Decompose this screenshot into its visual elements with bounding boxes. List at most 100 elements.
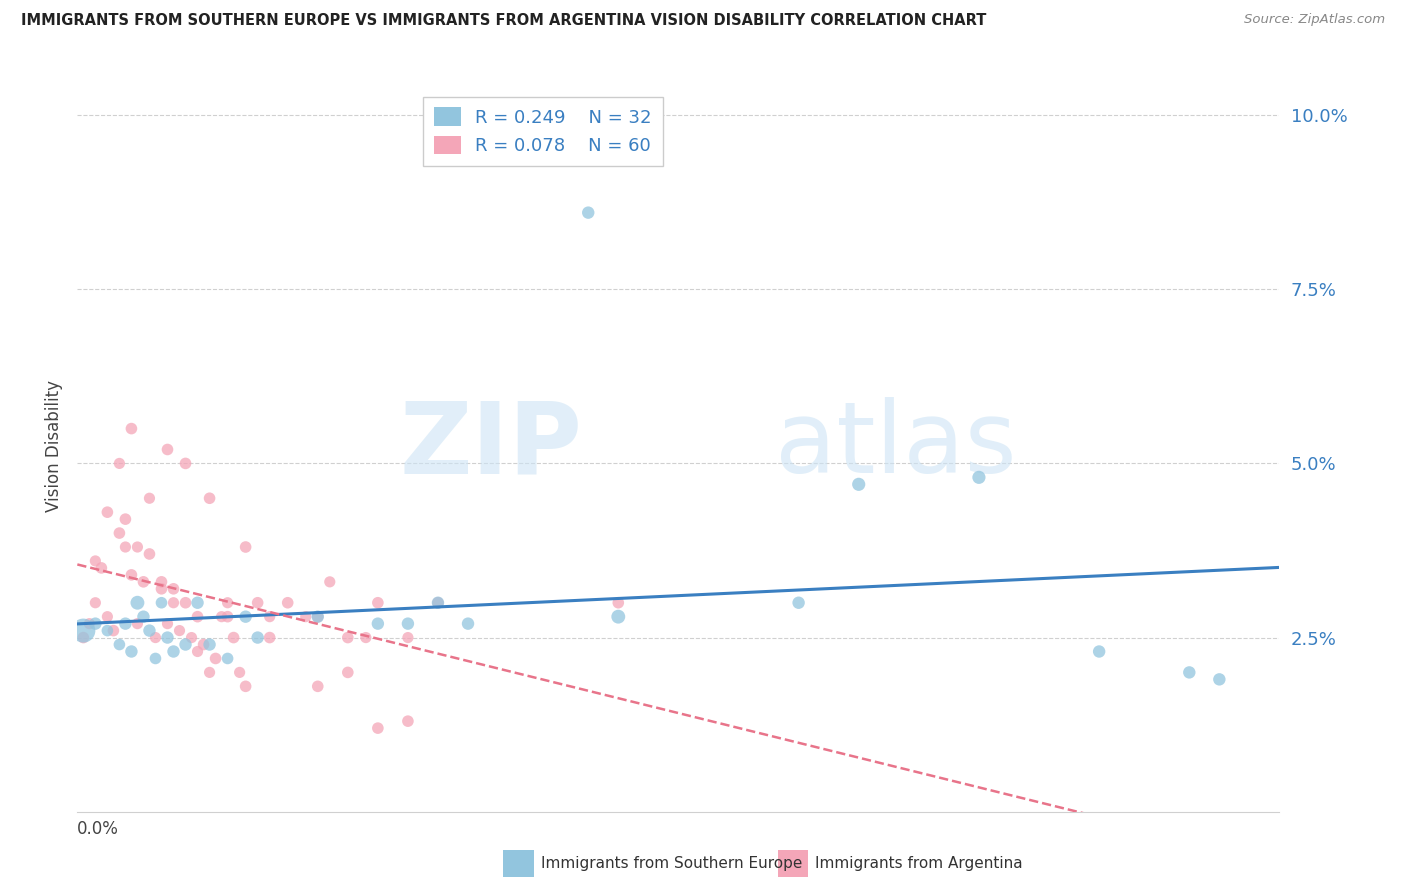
Point xyxy=(108,638,131,652)
Point xyxy=(427,596,450,610)
Point xyxy=(367,616,389,631)
Point xyxy=(396,714,419,728)
Point xyxy=(204,651,226,665)
Point xyxy=(96,505,118,519)
Point xyxy=(787,596,810,610)
Point xyxy=(138,491,160,506)
Point xyxy=(198,638,221,652)
Point xyxy=(259,609,281,624)
Point xyxy=(198,491,221,506)
Point xyxy=(103,624,125,638)
Point xyxy=(120,644,142,658)
Point xyxy=(156,631,179,645)
Point xyxy=(607,609,630,624)
Point xyxy=(246,596,269,610)
Point xyxy=(367,596,389,610)
Point xyxy=(217,596,239,610)
Text: Immigrants from Argentina: Immigrants from Argentina xyxy=(815,856,1024,871)
Point xyxy=(1088,644,1111,658)
Point xyxy=(120,567,142,582)
Legend: R = 0.249    N = 32, R = 0.078    N = 60: R = 0.249 N = 32, R = 0.078 N = 60 xyxy=(423,96,662,166)
Point xyxy=(967,470,990,484)
Point xyxy=(150,574,173,589)
Point xyxy=(211,609,233,624)
Point xyxy=(108,526,131,541)
Point xyxy=(114,540,136,554)
Point xyxy=(132,574,155,589)
Text: Immigrants from Southern Europe: Immigrants from Southern Europe xyxy=(541,856,803,871)
Point xyxy=(96,609,118,624)
Text: atlas: atlas xyxy=(775,398,1017,494)
Text: Source: ZipAtlas.com: Source: ZipAtlas.com xyxy=(1244,13,1385,27)
Point xyxy=(367,721,389,735)
Point xyxy=(217,651,239,665)
Point xyxy=(354,631,377,645)
Point xyxy=(79,616,101,631)
Point xyxy=(277,596,299,610)
Point xyxy=(294,609,316,624)
Point xyxy=(156,616,179,631)
Point xyxy=(132,609,155,624)
Point xyxy=(174,638,197,652)
Point xyxy=(222,631,245,645)
Point xyxy=(457,616,479,631)
Point xyxy=(336,631,359,645)
Point xyxy=(228,665,250,680)
Point xyxy=(156,442,179,457)
Point xyxy=(186,609,209,624)
Point xyxy=(114,616,136,631)
Text: 0.0%: 0.0% xyxy=(77,821,120,838)
Point xyxy=(235,609,257,624)
Point xyxy=(120,421,142,435)
Point xyxy=(84,596,107,610)
Point xyxy=(114,512,136,526)
Point xyxy=(90,561,112,575)
Point xyxy=(1208,673,1230,687)
Point xyxy=(307,679,329,693)
Point xyxy=(162,582,184,596)
Point xyxy=(217,609,239,624)
Point xyxy=(259,631,281,645)
Point xyxy=(127,616,149,631)
Point xyxy=(396,631,419,645)
Point xyxy=(427,596,450,610)
Point xyxy=(84,554,107,568)
Point xyxy=(108,457,131,471)
Point xyxy=(186,596,209,610)
Point xyxy=(235,540,257,554)
Point xyxy=(150,582,173,596)
Point xyxy=(319,574,342,589)
Point xyxy=(235,679,257,693)
Point xyxy=(848,477,870,491)
Point xyxy=(145,651,167,665)
Point xyxy=(396,616,419,631)
Point xyxy=(336,665,359,680)
Point xyxy=(174,457,197,471)
Text: IMMIGRANTS FROM SOUTHERN EUROPE VS IMMIGRANTS FROM ARGENTINA VISION DISABILITY C: IMMIGRANTS FROM SOUTHERN EUROPE VS IMMIG… xyxy=(21,13,987,29)
Point xyxy=(145,631,167,645)
Point xyxy=(138,624,160,638)
Point xyxy=(186,644,209,658)
Point xyxy=(1178,665,1201,680)
Point xyxy=(162,596,184,610)
Point xyxy=(576,205,599,219)
Point xyxy=(180,631,202,645)
Point xyxy=(307,609,329,624)
Point xyxy=(169,624,191,638)
Y-axis label: Vision Disability: Vision Disability xyxy=(45,380,63,512)
Point xyxy=(198,665,221,680)
Point xyxy=(162,644,184,658)
Point xyxy=(174,596,197,610)
Point xyxy=(193,638,215,652)
Point xyxy=(96,624,118,638)
Point xyxy=(150,596,173,610)
Point xyxy=(607,596,630,610)
Text: ZIP: ZIP xyxy=(399,398,582,494)
Point xyxy=(307,609,329,624)
Point xyxy=(127,540,149,554)
Point xyxy=(127,596,149,610)
Point xyxy=(246,631,269,645)
Point xyxy=(72,624,94,638)
Point xyxy=(84,616,107,631)
Point xyxy=(72,631,94,645)
